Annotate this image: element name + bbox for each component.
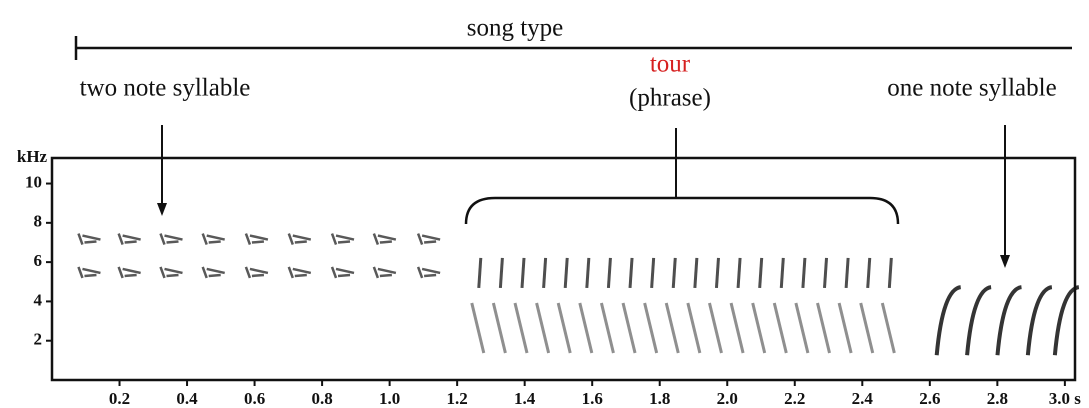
note — [729, 302, 745, 354]
note — [751, 302, 767, 354]
arrow-head — [1000, 255, 1010, 268]
two-note-label: two note syllable — [80, 75, 251, 102]
note — [513, 302, 529, 354]
note — [837, 302, 853, 354]
note — [643, 302, 659, 354]
x-tick-label: 0.2 — [109, 389, 130, 408]
note — [117, 266, 141, 279]
x-tick-label: 0.8 — [311, 389, 332, 408]
note — [758, 257, 764, 289]
x-tick-label: 1.4 — [514, 389, 536, 408]
note — [578, 302, 594, 354]
brace — [464, 196, 900, 225]
note — [498, 257, 504, 289]
note — [117, 233, 141, 245]
x-tick-label: 2.0 — [717, 389, 738, 408]
note — [599, 302, 615, 354]
note — [287, 266, 312, 279]
y-tick-label: 8 — [34, 212, 43, 231]
note — [77, 233, 101, 245]
note — [816, 302, 831, 354]
x-tick-label: 3.0 s — [1049, 389, 1082, 408]
x-tick-label: 2.4 — [852, 389, 874, 408]
x-tick-label: 2.2 — [784, 389, 805, 408]
one-note-label: one note syllable — [887, 75, 1056, 102]
note — [159, 233, 183, 245]
note — [859, 302, 875, 354]
note — [995, 285, 1023, 356]
note — [801, 257, 807, 289]
note — [416, 233, 441, 245]
note — [470, 302, 486, 354]
note — [664, 302, 680, 354]
note — [794, 302, 810, 354]
note — [866, 257, 872, 289]
plot-frame — [50, 156, 1077, 382]
y-tick-label: 6 — [34, 251, 43, 270]
note — [693, 257, 699, 289]
note — [708, 302, 723, 354]
note — [965, 285, 992, 356]
y-tick-label: 2 — [34, 330, 43, 349]
note — [535, 302, 551, 354]
note — [1052, 285, 1080, 356]
note — [477, 257, 483, 289]
note — [772, 302, 788, 354]
x-tick-label: 1.6 — [582, 389, 603, 408]
note — [621, 302, 637, 354]
y-tick-label: 4 — [34, 290, 43, 309]
note — [287, 233, 312, 245]
note — [330, 233, 355, 245]
x-tick-label: 0.6 — [244, 389, 265, 408]
note — [563, 257, 569, 289]
note — [844, 257, 850, 289]
note — [714, 257, 720, 289]
y-axis-label: kHz — [17, 147, 48, 166]
note — [77, 266, 101, 279]
note — [201, 233, 225, 245]
note — [880, 302, 896, 354]
note — [779, 257, 785, 289]
note — [934, 285, 962, 356]
note — [542, 257, 548, 289]
y-tick-label: 10 — [25, 172, 42, 191]
note — [585, 257, 591, 289]
note — [628, 257, 634, 289]
note — [372, 266, 397, 279]
tour-label: tour — [650, 51, 691, 78]
note — [823, 257, 829, 289]
x-tick-label: 1.2 — [447, 389, 468, 408]
note — [491, 302, 507, 354]
note — [416, 266, 441, 279]
note — [244, 266, 269, 279]
note — [244, 233, 269, 245]
x-tick-label: 0.4 — [176, 389, 198, 408]
note — [330, 266, 355, 279]
note — [671, 257, 677, 289]
note — [556, 302, 572, 354]
x-tick-label: 2.8 — [987, 389, 1008, 408]
title: song type — [467, 15, 564, 42]
x-tick-label: 1.0 — [379, 389, 400, 408]
note — [201, 266, 225, 279]
note — [372, 233, 397, 245]
note — [520, 257, 526, 289]
note — [650, 257, 656, 289]
phrase-label: (phrase) — [629, 85, 711, 112]
note — [686, 302, 702, 354]
note — [606, 257, 612, 289]
x-tick-label: 2.6 — [919, 389, 940, 408]
x-tick-label: 1.8 — [649, 389, 670, 408]
note — [736, 257, 742, 289]
arrow-head — [157, 203, 167, 216]
note — [1025, 285, 1053, 356]
note — [159, 266, 183, 279]
note — [887, 257, 893, 289]
